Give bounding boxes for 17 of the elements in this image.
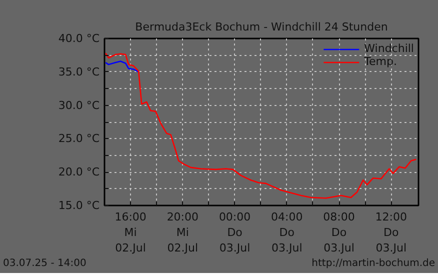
x-tick-label: 12:00 Do 03.Jul <box>375 210 407 255</box>
y-tick-label: 30.0 °C <box>58 98 100 112</box>
x-tick-label: 00:00 Do 03.Jul <box>218 210 251 255</box>
x-tick-label: 16:00 Mi 02.Jul <box>114 210 146 255</box>
legend-label: Windchill <box>364 42 414 55</box>
legend-label: Temp. <box>364 55 397 68</box>
y-tick-label: 15.0 °C <box>58 199 100 212</box>
y-tick-label: 40.0 °C <box>58 32 100 45</box>
x-tick-label: 20:00 Mi 02.Jul <box>166 210 199 255</box>
text: http://martin-bochum.de <box>312 257 435 271</box>
x-tick-label: 08:00 Do 03.Jul <box>323 210 355 255</box>
y-tick-label: 35.0 °C <box>58 65 100 78</box>
chart-title: Bermuda3Eck Bochum - Windchill 24 Stunden <box>135 20 388 34</box>
y-tick-label: 20.0 °C <box>58 166 100 179</box>
text: 03.07.25 - 14:00 <box>3 257 86 271</box>
y-tick-label: 25.0 °C <box>58 132 100 146</box>
x-tick-label: 04:00 Do 03.Jul <box>271 210 303 255</box>
